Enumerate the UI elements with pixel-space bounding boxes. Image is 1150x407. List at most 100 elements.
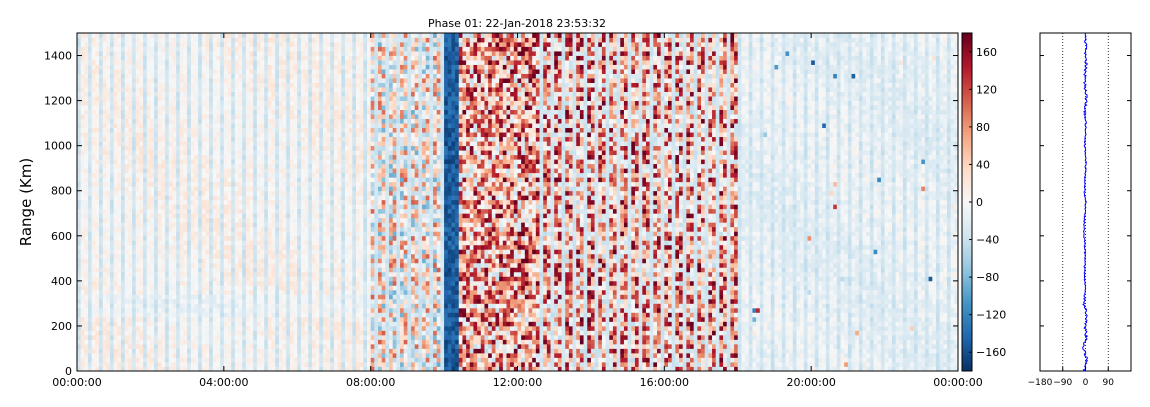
heatmap-cell [187,343,192,349]
heatmap-cell [150,312,155,318]
heatmap-cell [264,339,269,345]
heatmap-cell [179,334,184,340]
heatmap-cell [102,289,107,295]
heatmap-cell [220,240,225,246]
heatmap-cell [264,366,269,372]
heatmap-cell [289,154,294,160]
heatmap-cell [150,190,155,196]
heatmap-cell [300,235,305,241]
heatmap-cell [190,208,195,214]
heatmap-cell [172,267,177,273]
heatmap-cell [121,118,126,124]
heatmap-cell [143,91,148,97]
heatmap-cell [282,330,287,336]
heatmap-cell [91,217,96,223]
heatmap-cell [304,78,309,83]
heatmap-cell [253,55,258,61]
heatmap-cell [168,78,173,83]
heatmap-cell [278,87,283,92]
heatmap-cell [238,321,243,327]
heatmap-cell [297,145,302,151]
heatmap-cell [234,366,239,372]
heatmap-cell [88,303,93,309]
heatmap-cell [267,190,272,196]
heatmap-cell [150,339,155,345]
heatmap-cell [154,253,159,259]
heatmap-cell [209,51,214,56]
heatmap-cell [216,136,221,142]
heatmap-cell [150,82,155,88]
heatmap-cell [293,168,298,174]
heatmap-cell [212,262,217,268]
heatmap-cell [315,366,320,372]
heatmap-cell [201,316,206,322]
heatmap-cell [198,258,203,264]
heatmap-cell [88,55,93,61]
heatmap-cell [275,154,280,160]
heatmap-cell [106,253,111,259]
heatmap-cell [289,150,294,156]
heatmap-cell [271,339,276,345]
heatmap-cell [278,154,283,160]
heatmap-cell [282,222,287,228]
heatmap-cell [168,141,173,147]
heatmap-cell [102,240,107,246]
heatmap-cell [264,186,269,192]
heatmap-cell [253,253,258,259]
heatmap-cell [319,231,324,237]
heatmap-cell [297,298,302,304]
heatmap-cell [282,325,287,331]
heatmap-cell [77,114,82,120]
heatmap-cell [106,231,111,237]
heatmap-cell [77,231,82,237]
heatmap-cell [113,136,118,142]
heatmap-cell [238,271,243,277]
heatmap-cell [271,78,276,83]
heatmap-cell [286,82,291,88]
heatmap-cell [113,213,118,219]
heatmap-cell [275,132,280,138]
heatmap-cell [172,222,177,228]
heatmap-cell [212,352,217,358]
heatmap-cell [212,82,217,88]
heatmap-cell [297,177,302,183]
heatmap-cell [80,87,85,92]
heatmap-cell [110,186,115,192]
heatmap-cell [267,55,272,61]
heatmap-cell [143,231,148,237]
heatmap-cell [187,334,192,340]
heatmap-cell [264,258,269,264]
heatmap-cell [253,199,258,205]
heatmap-cell [157,289,162,295]
heatmap-cell [172,325,177,331]
heatmap-cell [278,181,283,187]
heatmap-cell [187,231,192,237]
heatmap-cell [102,276,107,282]
heatmap-cell [176,330,181,336]
heatmap-cell [132,366,137,372]
heatmap-cell [143,145,148,151]
heatmap-cell [201,321,206,327]
heatmap-cell [88,289,93,295]
heatmap-cell [267,42,272,47]
heatmap-cell [165,96,170,101]
heatmap-cell [308,348,313,354]
heatmap-cell [231,91,236,97]
heatmap-cell [308,132,313,138]
heatmap-cell [286,348,291,354]
heatmap-cell [146,199,151,205]
heatmap-cell [146,69,151,74]
heatmap-cell [209,78,214,83]
heatmap-cell [172,136,177,142]
heatmap-cell [91,96,96,101]
heatmap-cell [311,64,316,70]
heatmap-cell [102,46,107,52]
heatmap-cell [139,366,144,372]
heatmap-cell [234,361,239,367]
heatmap-cell [150,42,155,47]
heatmap-cell [223,127,228,133]
heatmap-cell [99,190,104,196]
heatmap-cell [88,294,93,300]
heatmap-cell [308,154,313,160]
heatmap-cell [249,244,254,250]
